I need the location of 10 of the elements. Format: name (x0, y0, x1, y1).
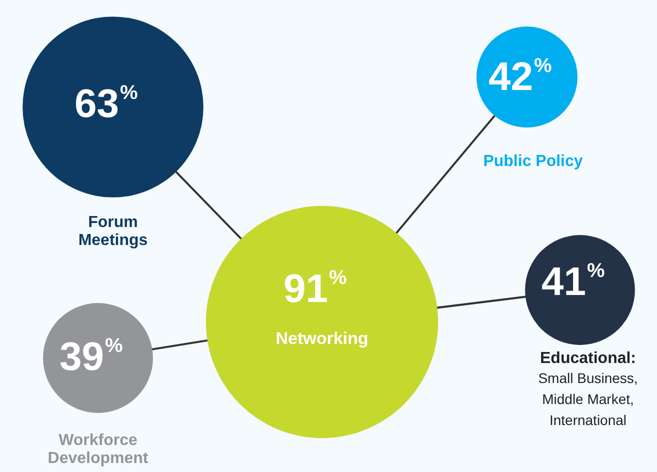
category-label: Educational: Small Business, Middle Market, International (538, 350, 638, 428)
category-label: Workforce Development (48, 432, 149, 467)
category-label: Forum Meetings (78, 214, 148, 249)
data-label: 91% (284, 267, 347, 311)
data-label: 41% (542, 260, 605, 304)
data-label: 63% (74, 82, 138, 126)
data-label: 42% (488, 55, 552, 99)
category-label: Public Policy (483, 153, 583, 170)
data-label: 39% (60, 335, 123, 379)
category-label: Networking (276, 329, 368, 348)
